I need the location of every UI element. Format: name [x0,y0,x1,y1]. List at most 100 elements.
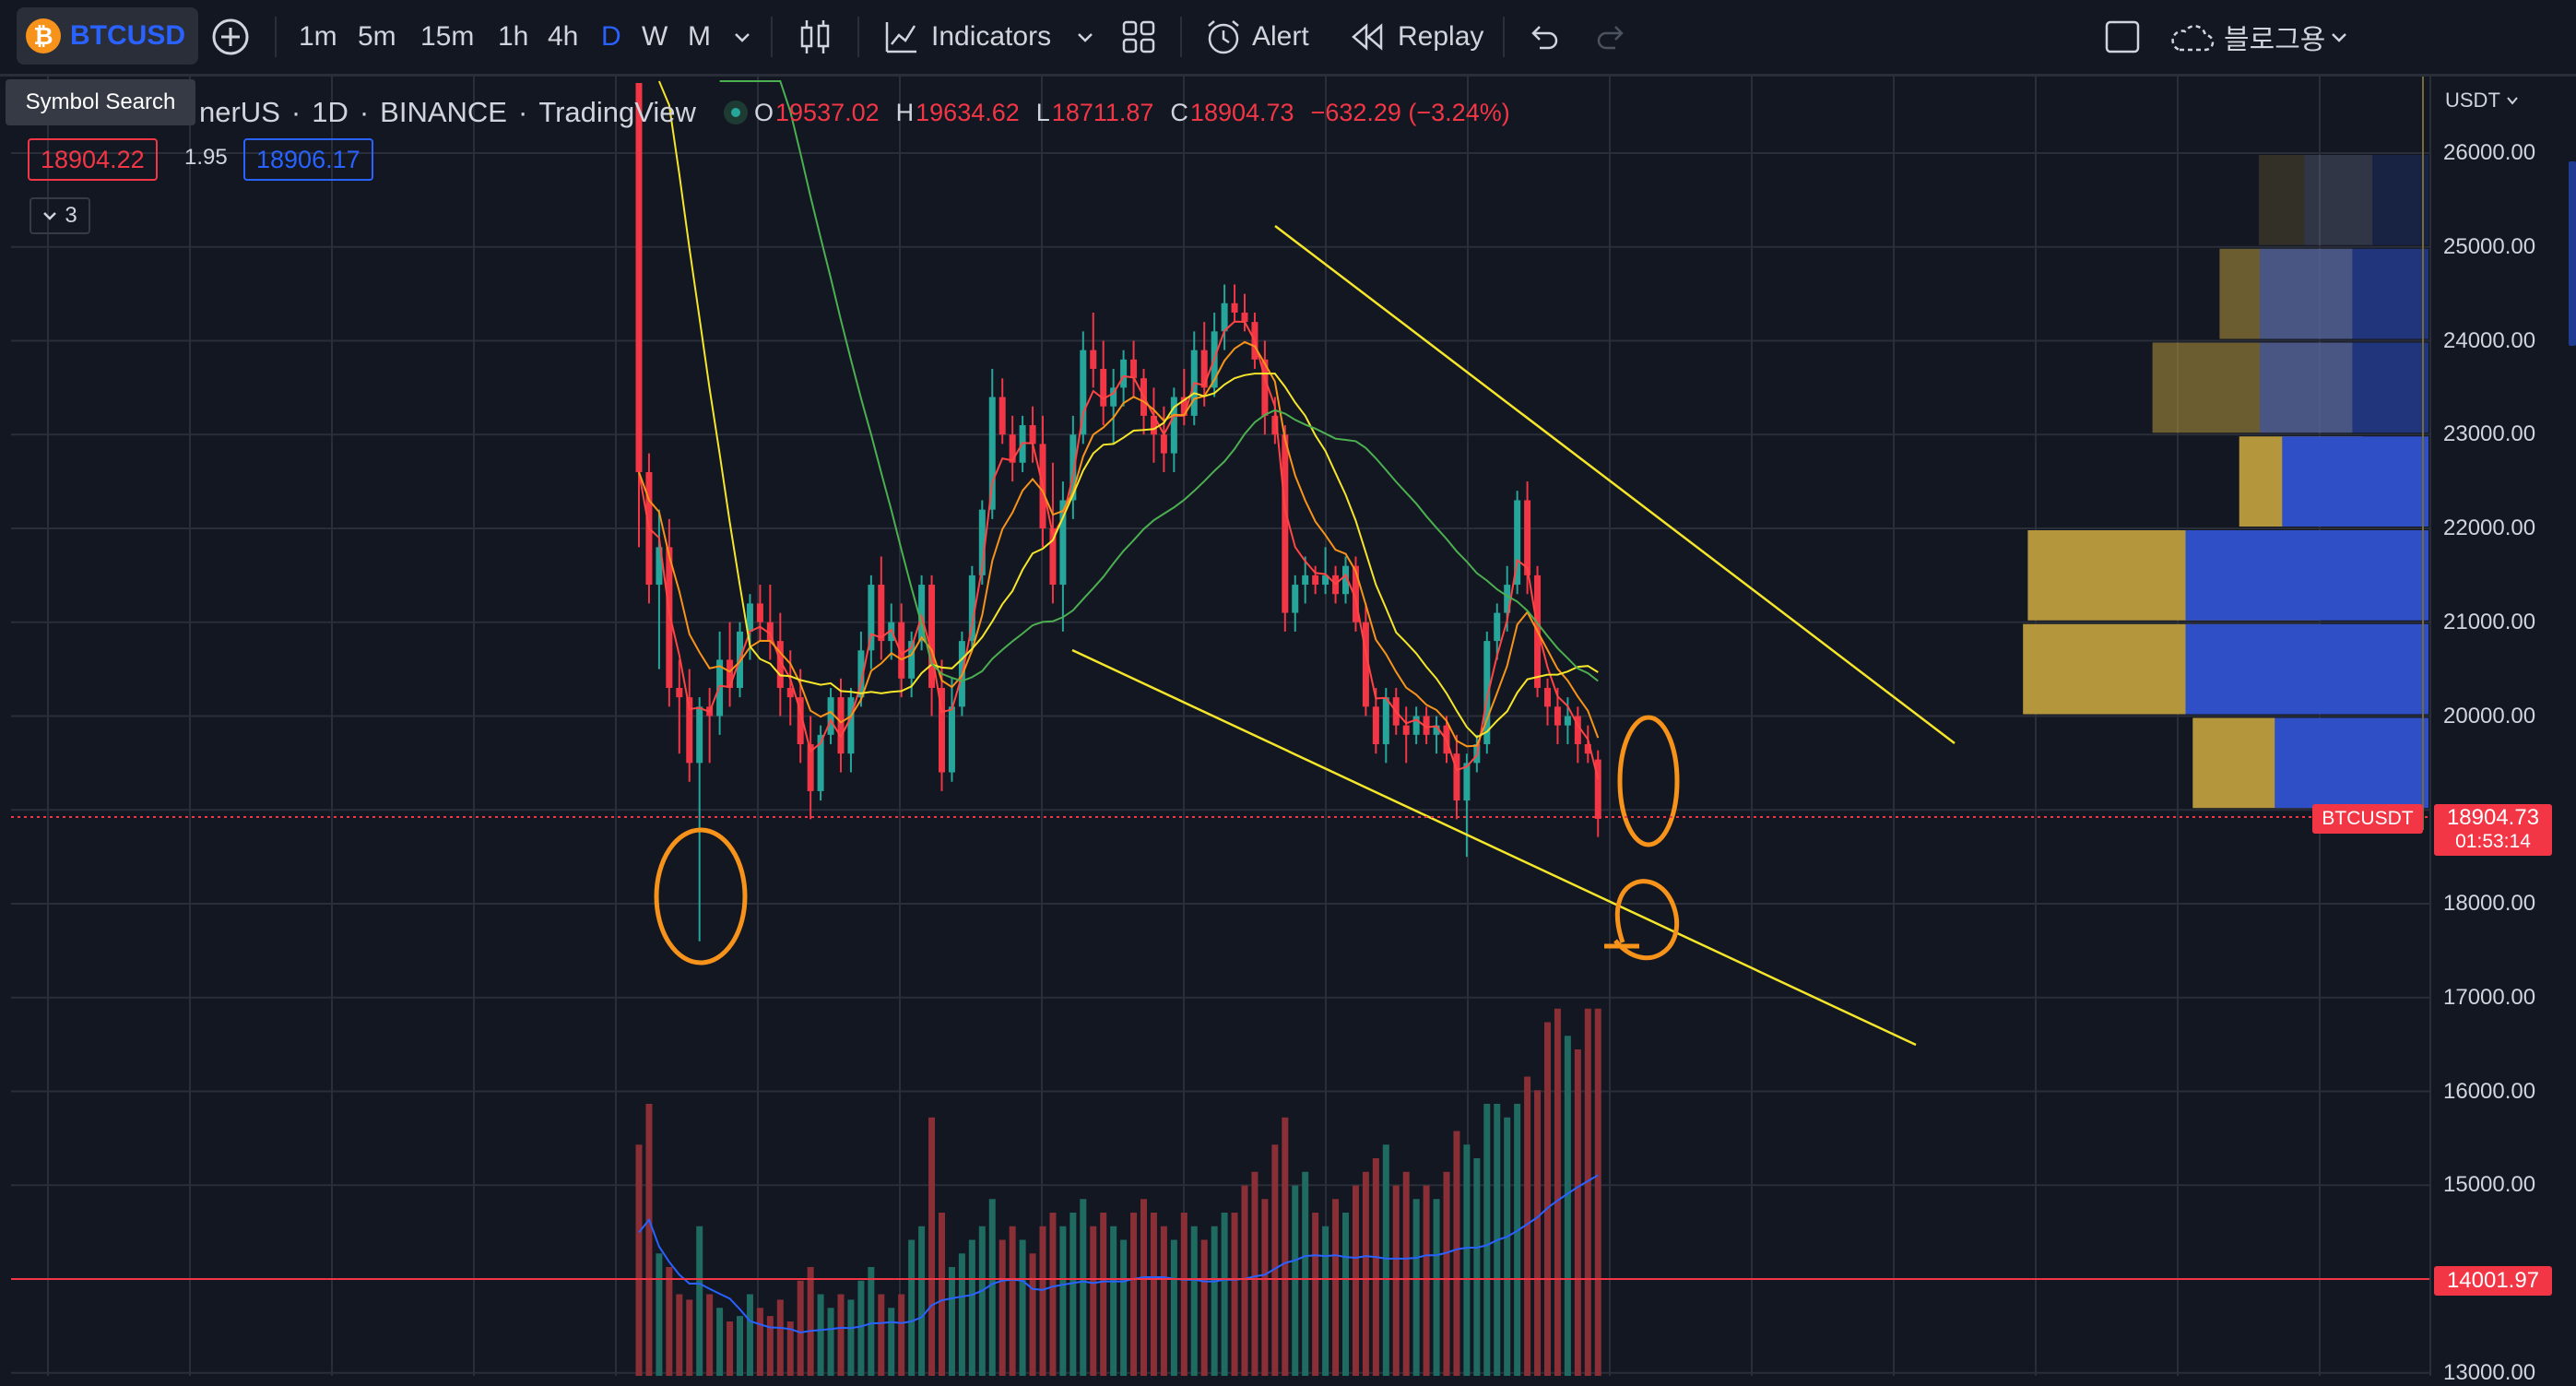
volume-bar [1069,1213,1077,1376]
annotation-scribble [1604,879,1680,961]
layout-button[interactable] [2104,0,2141,74]
ma-line-red [638,320,1600,780]
candle-body [1120,359,1128,388]
volume-bar [1584,1008,1591,1376]
symbol-price-tag: BTCUSDT [2312,804,2423,834]
candle-body [1282,434,1289,613]
candle-body [1009,434,1016,463]
indicators-button[interactable]: Indicators [883,0,1051,74]
timeframe-W[interactable]: W [642,21,668,52]
candle-body [1302,575,1309,586]
volume-bar [1322,1226,1329,1376]
candle-body [1292,585,1299,613]
volume-bar [1009,1226,1016,1376]
volume-bar [868,1267,875,1376]
candle-body [868,585,875,651]
volume-bar [1049,1213,1057,1376]
legend-exchange: BINANCE [380,96,507,128]
candle-body [1029,425,1036,444]
upper-trendline [1274,225,1956,744]
price-axis-label: 18000.00 [2443,891,2536,916]
volume-bar [1534,1090,1542,1376]
redo-button[interactable] [1595,0,1628,74]
undo-button[interactable] [1527,0,1560,74]
timeframe-1m[interactable]: 1m [299,21,337,52]
volume-bar [1362,1171,1369,1376]
volume-bar [939,1213,945,1376]
candle-body [727,659,734,688]
cloud-save-button[interactable]: 블로그용 [2168,0,2325,74]
volume-bar [1029,1253,1036,1376]
indicators-dropdown-button[interactable] [1075,0,1095,74]
volume-profile-bar-up [2259,155,2373,245]
volume-bar [1352,1185,1359,1376]
volume-bar [666,1267,673,1376]
candle-body [1423,716,1430,735]
volume-bar [928,1117,936,1376]
top-toolbar: ₿ BTCUSD 1m 5m 15m 1h 4h D W M [0,0,2576,77]
separator [195,17,197,57]
candle-body [1544,687,1551,707]
chart-grid [11,77,2430,1376]
timeframe-dropdown-button[interactable] [732,0,752,74]
candle-body [1504,585,1511,613]
volume-profile [2023,155,2428,809]
symbol-search-button[interactable]: ₿ BTCUSD [17,7,198,65]
timeframe-D[interactable]: D [601,21,621,52]
volume-bar [1130,1213,1138,1376]
alert-label: Alert [1252,21,1309,52]
timeframe-M[interactable]: M [688,21,711,52]
volume-bar [1231,1213,1238,1376]
sell-price-box[interactable]: 18904.22 [28,138,158,181]
candle-body [786,687,794,698]
legend-dot: · [359,96,370,128]
candle-body [978,509,986,575]
candle-body [797,697,804,745]
timeframe-5m[interactable]: 5m [358,21,396,52]
volume-bar [1180,1213,1188,1376]
timeframe-1h[interactable]: 1h [498,21,529,52]
layout-dropdown-button[interactable] [2329,0,2349,74]
hline-price-tag: 14001.97 [2434,1266,2552,1296]
volume-bar [635,1144,643,1376]
candle-body [756,603,763,622]
scroll-edge[interactable] [2569,161,2576,346]
replay-button[interactable]: Replay [1350,0,1483,74]
volume-bar [958,1253,965,1376]
chart-type-button[interactable] [798,0,832,74]
candle-body [847,697,855,754]
price-chart[interactable] [0,77,2576,1376]
candle-body [908,641,916,679]
chevron-down-icon [2332,33,2346,42]
volume-bar [776,1299,784,1376]
price-axis-label: 21000.00 [2443,609,2536,634]
candle-body [635,83,643,472]
indicators-label: Indicators [931,21,1052,52]
candle-body [817,734,824,791]
candle-body [1453,753,1460,801]
timeframe-4h[interactable]: 4h [548,21,579,52]
separator [275,17,277,57]
currency-selector[interactable]: USDT [2445,89,2519,113]
candle-body [1412,716,1420,735]
candle-body [898,622,905,679]
volume-bar [1271,1144,1279,1376]
candle-body [1564,716,1571,726]
candle-body [1130,359,1138,379]
candle-body [1584,744,1591,754]
candle-body [1090,349,1097,370]
bitcoin-icon: ₿ [26,18,61,53]
compare-symbol-button[interactable] [210,0,251,74]
indicators-collapse-button[interactable]: 3 [30,197,90,234]
volume-profile-bar-down [2282,436,2428,527]
volume-bar [1433,1199,1440,1376]
candle-body [1200,349,1208,388]
buy-price-box[interactable]: 18906.17 [243,138,373,181]
candle-body [1382,697,1389,745]
candle-body [1433,725,1440,735]
alert-button[interactable]: Alert [1204,0,1309,74]
volume-bar [1200,1239,1208,1376]
timeframe-15m[interactable]: 15m [420,21,475,52]
templates-button[interactable] [1121,0,1156,74]
volume-bar [918,1226,926,1376]
